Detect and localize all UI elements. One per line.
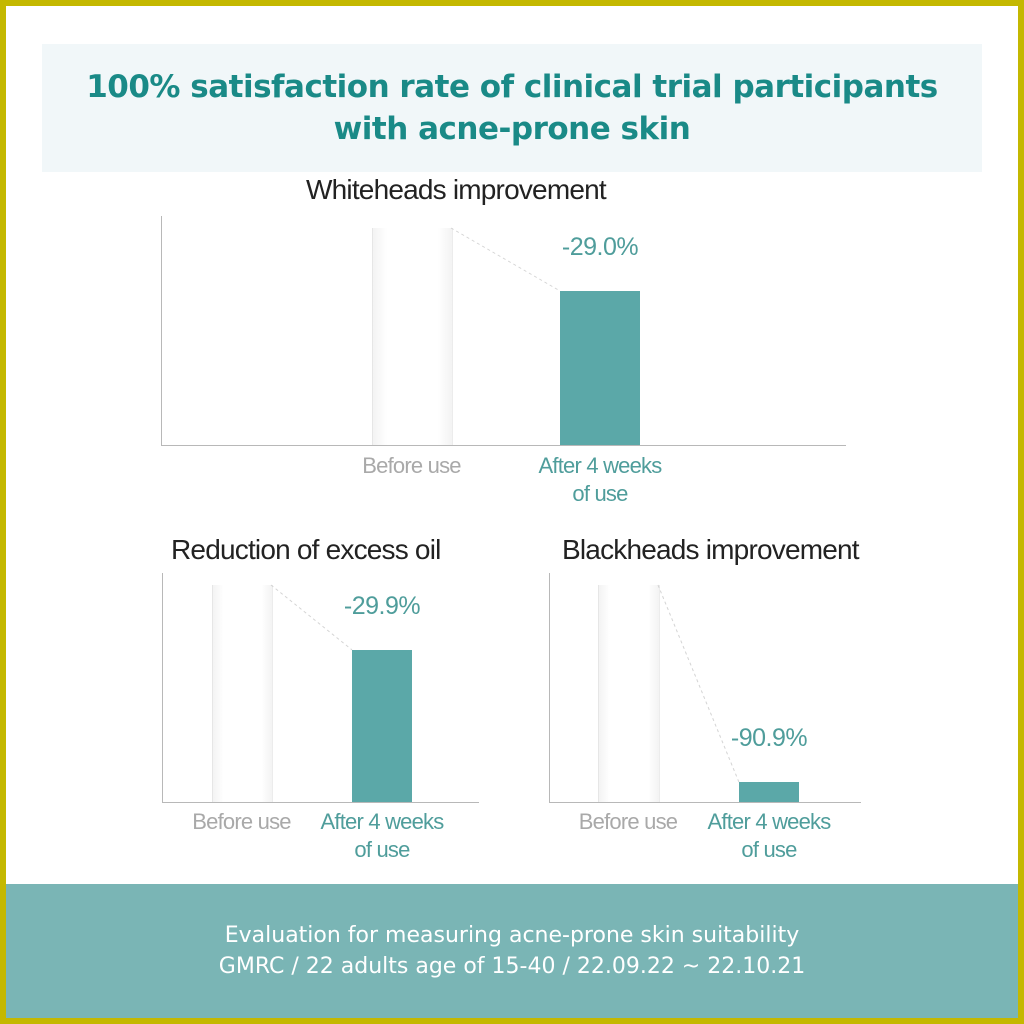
bar-1-before (372, 228, 453, 445)
x-axis-1 (161, 445, 846, 446)
trend-connector-3 (657, 584, 740, 783)
chart-title-3: Blackheads improvement (562, 534, 860, 565)
category-label-2-after: After 4 weeks of use (297, 808, 467, 864)
category-label-1-before: Before use (312, 452, 512, 480)
bar-2-after (352, 649, 412, 802)
chart-title-1: Whiteheads improvement (306, 174, 607, 205)
bar-2-before (212, 585, 273, 802)
x-axis-3 (549, 802, 861, 803)
y-axis-2 (162, 573, 163, 802)
footer-line-1: Evaluation for measuring acne-prone skin… (224, 923, 800, 948)
category-label-3-after: After 4 weeks of use (684, 808, 854, 864)
category-label-line: After 4 weeks (538, 453, 663, 478)
category-label-3-before: Before use (543, 808, 713, 836)
category-label-line: After 4 weeks (320, 809, 445, 834)
category-label-line: of use (354, 837, 410, 862)
trend-connector-2 (270, 584, 353, 651)
trend-connector-1 (450, 227, 561, 292)
headline-line-1: 100% satisfaction rate of clinical trial… (86, 69, 938, 105)
category-label-2-before: Before use (157, 808, 327, 836)
bar-3-before (598, 585, 660, 802)
x-axis-2 (162, 802, 479, 803)
category-label-1-after: After 4 weeks of use (500, 452, 700, 508)
change-label-3: -90.9% (730, 724, 808, 753)
category-label-line: of use (741, 837, 797, 862)
footer-line-2: GMRC / 22 adults age of 15-40 / 22.09.22… (218, 954, 806, 979)
change-label-2: -29.9% (343, 591, 421, 620)
bar-1-after (560, 290, 640, 445)
headline-line-2: with acne-prone skin (333, 111, 691, 147)
chart-title-2: Reduction of excess oil (171, 534, 441, 565)
trend-connector-line-1 (450, 227, 561, 292)
footer-banner: Evaluation for measuring acne-prone skin… (6, 884, 1018, 1018)
infographic-frame: 100% satisfaction rate of clinical trial… (6, 6, 1018, 1018)
change-label-1: -29.0% (561, 232, 639, 261)
category-label-line: After 4 weeks (707, 809, 832, 834)
category-label-line: Before use (578, 809, 678, 834)
y-axis-3 (549, 573, 550, 802)
bar-3-after (739, 782, 799, 802)
category-label-line: Before use (362, 453, 461, 478)
y-axis-1 (161, 216, 162, 445)
category-label-line: Before use (192, 809, 291, 834)
header-banner: 100% satisfaction rate of clinical trial… (42, 44, 982, 172)
trend-connector-line-2 (270, 584, 353, 651)
category-label-line: of use (572, 481, 628, 506)
